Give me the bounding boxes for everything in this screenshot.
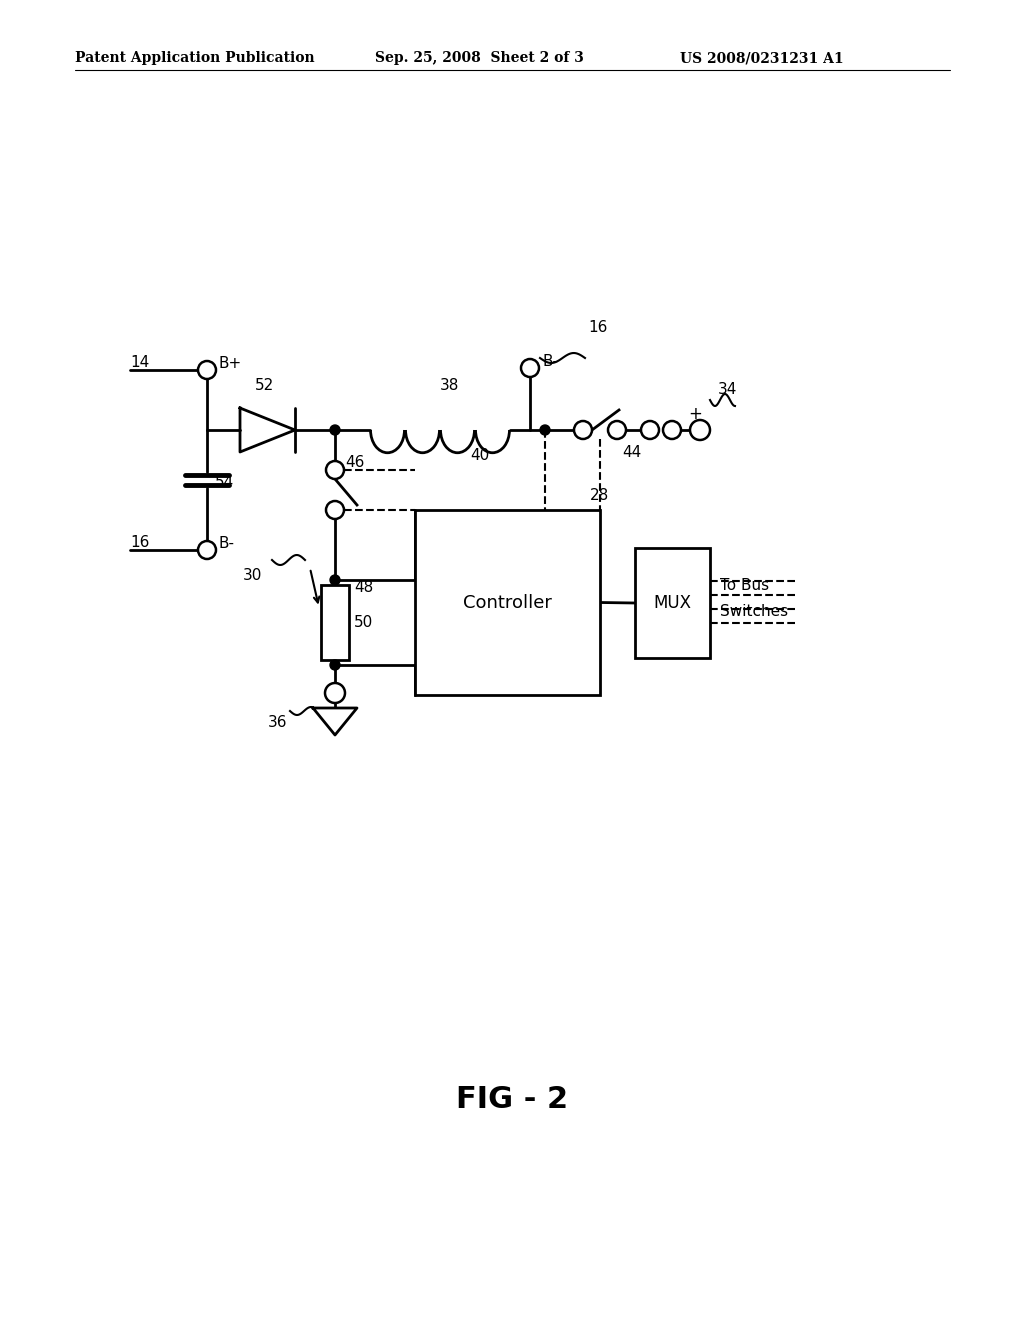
Text: 46: 46 bbox=[345, 455, 365, 470]
Text: 36: 36 bbox=[268, 715, 288, 730]
Text: 16: 16 bbox=[588, 319, 607, 335]
Text: 48: 48 bbox=[354, 579, 374, 595]
Text: Switches: Switches bbox=[720, 603, 788, 619]
Text: US 2008/0231231 A1: US 2008/0231231 A1 bbox=[680, 51, 844, 65]
Circle shape bbox=[540, 425, 550, 436]
Circle shape bbox=[326, 502, 344, 519]
Text: To Bus: To Bus bbox=[720, 578, 769, 593]
Polygon shape bbox=[313, 708, 357, 735]
Text: 14: 14 bbox=[130, 355, 150, 370]
Circle shape bbox=[326, 461, 344, 479]
Bar bbox=[635, 548, 710, 657]
Text: 16: 16 bbox=[130, 535, 150, 550]
Text: B+: B+ bbox=[219, 356, 243, 371]
Text: Controller: Controller bbox=[463, 594, 552, 611]
Text: 38: 38 bbox=[440, 378, 460, 393]
Text: +: + bbox=[688, 405, 701, 422]
Text: 28: 28 bbox=[590, 488, 609, 503]
Bar bbox=[321, 585, 349, 660]
Circle shape bbox=[574, 421, 592, 440]
Text: MUX: MUX bbox=[653, 594, 691, 612]
Text: Sep. 25, 2008  Sheet 2 of 3: Sep. 25, 2008 Sheet 2 of 3 bbox=[375, 51, 584, 65]
Text: Patent Application Publication: Patent Application Publication bbox=[75, 51, 314, 65]
Circle shape bbox=[198, 360, 216, 379]
Text: 30: 30 bbox=[243, 568, 262, 583]
Circle shape bbox=[663, 421, 681, 440]
Text: 44: 44 bbox=[622, 445, 641, 459]
Text: FIG - 2: FIG - 2 bbox=[456, 1085, 568, 1114]
Text: 54: 54 bbox=[215, 475, 234, 490]
Circle shape bbox=[690, 420, 710, 440]
Text: 50: 50 bbox=[354, 615, 374, 630]
Text: 52: 52 bbox=[255, 378, 274, 393]
Circle shape bbox=[330, 660, 340, 671]
Text: 34: 34 bbox=[718, 381, 737, 397]
Text: -: - bbox=[327, 689, 334, 708]
Circle shape bbox=[325, 682, 345, 704]
Circle shape bbox=[330, 425, 340, 436]
Circle shape bbox=[608, 421, 626, 440]
Circle shape bbox=[521, 359, 539, 378]
Text: 40: 40 bbox=[470, 447, 489, 463]
Bar bbox=[415, 510, 600, 696]
Text: B-: B- bbox=[542, 354, 558, 370]
Circle shape bbox=[198, 541, 216, 558]
Text: B-: B- bbox=[219, 536, 234, 550]
Circle shape bbox=[641, 421, 659, 440]
Circle shape bbox=[330, 576, 340, 585]
